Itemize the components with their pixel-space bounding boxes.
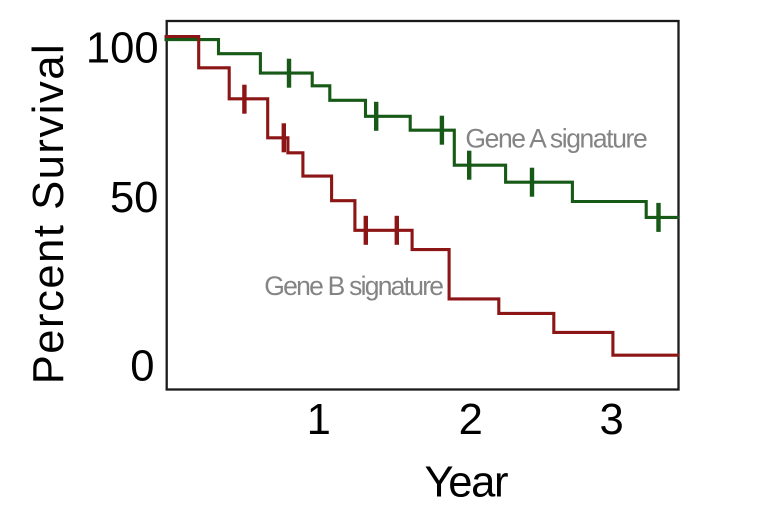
svg-text:100: 100 — [86, 25, 159, 73]
svg-text:Gene B signature: Gene B signature — [264, 271, 444, 301]
svg-text:2: 2 — [459, 396, 483, 444]
svg-text:Percent Survival: Percent Survival — [25, 44, 73, 384]
svg-text:0: 0 — [130, 342, 154, 390]
svg-text:3: 3 — [599, 396, 623, 444]
svg-text:Year: Year — [425, 458, 509, 506]
svg-text:1: 1 — [307, 396, 331, 444]
svg-text:50: 50 — [110, 174, 159, 222]
svg-text:Gene A signature: Gene A signature — [465, 124, 647, 154]
